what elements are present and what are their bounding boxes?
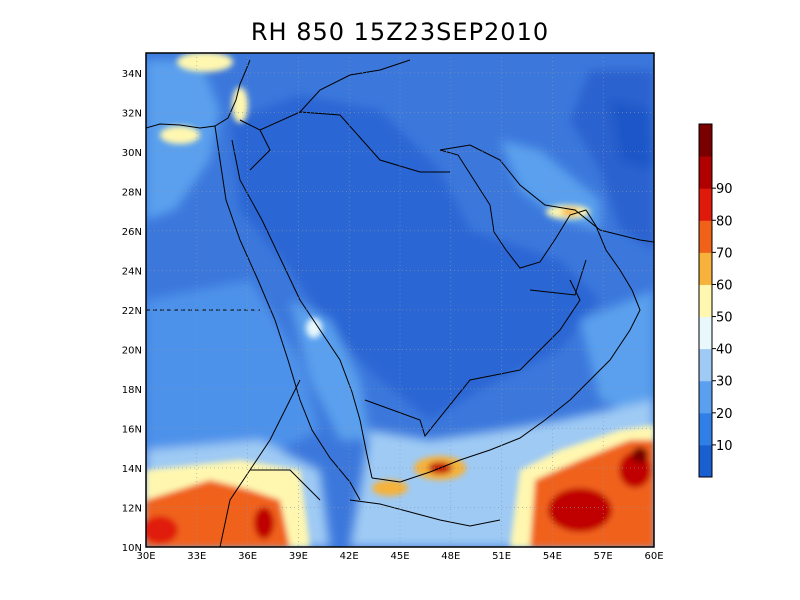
colorbar-swatch bbox=[699, 156, 712, 189]
border-saudi-north bbox=[259, 111, 450, 173]
dry-interior-region bbox=[230, 95, 600, 420]
colorbar-label: 90 bbox=[716, 182, 733, 197]
colorbar-label: 70 bbox=[716, 246, 733, 261]
rh-field bbox=[146, 53, 654, 547]
lat-tick-label: 32N bbox=[122, 108, 142, 119]
map-title: RH 850 15Z23SEP2010 bbox=[250, 18, 550, 46]
colorbar-swatch bbox=[699, 188, 712, 221]
high-rh-africa-core bbox=[254, 507, 274, 539]
lon-tick-label: 42E bbox=[340, 551, 359, 562]
coast-iran bbox=[439, 144, 654, 243]
coast-redsea-east bbox=[231, 139, 373, 479]
high-rh-arabian-sea-core-a bbox=[548, 488, 612, 532]
high-rh-aden bbox=[372, 480, 408, 496]
lon-tick-label: 33E bbox=[187, 551, 206, 562]
lon-tick-label: 60E bbox=[644, 551, 663, 562]
colorbar-swatch bbox=[699, 412, 712, 446]
coast-persian-gulf bbox=[439, 149, 587, 269]
coastlines bbox=[146, 59, 654, 547]
lat-tick-label: 18N bbox=[122, 385, 142, 396]
lon-tick-label: 51E bbox=[492, 551, 511, 562]
colorbar-frame bbox=[698, 123, 713, 478]
border-ethiopia bbox=[219, 469, 321, 547]
high-rh-nw-a bbox=[177, 53, 233, 72]
lon-tick-label: 57E bbox=[594, 551, 613, 562]
colorbar-label: 60 bbox=[716, 278, 733, 293]
colorbar-swatch bbox=[699, 124, 712, 157]
map-frame bbox=[145, 52, 655, 548]
lat-tick-label: 24N bbox=[122, 266, 142, 277]
lat-tick-label: 14N bbox=[122, 464, 142, 475]
high-rh-arabian-sea-core-c bbox=[632, 447, 648, 463]
lat-tick-label: 16N bbox=[122, 424, 142, 435]
lon-tick-label: 45E bbox=[390, 551, 409, 562]
lat-tick-label: 10N bbox=[122, 543, 142, 554]
lon-tick-label: 54E bbox=[543, 551, 562, 562]
colorbar-swatch bbox=[699, 316, 712, 350]
lon-tick-label: 36E bbox=[238, 551, 257, 562]
colorbar-label: 50 bbox=[716, 311, 733, 326]
colorbar-swatch bbox=[699, 348, 712, 382]
border-jordan bbox=[239, 119, 271, 171]
high-rh-nw-c bbox=[160, 126, 200, 144]
lat-tick-label: 12N bbox=[122, 503, 142, 514]
lat-tick-label: 34N bbox=[122, 69, 142, 80]
colorbar-label: 30 bbox=[716, 375, 733, 390]
colorbar-swatch bbox=[699, 252, 712, 285]
high-rh-redsea bbox=[306, 318, 322, 338]
colorbar-label: 10 bbox=[716, 439, 733, 454]
lat-axis: 10N 12N 14N 16N 18N 20N 22N 24N 26N 28N 30N 32N 34N bbox=[122, 69, 142, 554]
colorbar-label: 20 bbox=[716, 407, 733, 422]
dry-ne-patch bbox=[610, 100, 654, 170]
border-iraq bbox=[299, 59, 411, 113]
high-rh-sw-core bbox=[146, 516, 178, 544]
lat-tick-label: 20N bbox=[122, 345, 142, 356]
colorbar-label: 80 bbox=[716, 214, 733, 229]
border-uae bbox=[529, 259, 587, 296]
lon-tick-label: 30E bbox=[136, 551, 155, 562]
border-oman-saudi bbox=[519, 279, 581, 371]
coast-somalia bbox=[349, 499, 501, 527]
lat-tick-label: 26N bbox=[122, 227, 142, 238]
lat-tick-label: 28N bbox=[122, 187, 142, 198]
colorbar-swatch bbox=[699, 220, 712, 253]
lon-tick-label: 39E bbox=[289, 551, 308, 562]
colorbar-swatch bbox=[699, 380, 712, 414]
graticule bbox=[146, 53, 654, 547]
high-rh-nw-b bbox=[232, 87, 248, 123]
high-rh-africa-orange bbox=[146, 480, 290, 547]
colorbar: 10 20 30 40 50 60 70 80 90 bbox=[698, 123, 733, 478]
moist-band-oman bbox=[580, 290, 654, 420]
colorbar-label: 40 bbox=[716, 343, 733, 358]
coast-mediterranean bbox=[146, 59, 251, 129]
colorbar-swatch bbox=[699, 284, 712, 318]
lat-tick-label: 22N bbox=[122, 306, 142, 317]
colorbar-swatch bbox=[699, 444, 712, 478]
coast-oman bbox=[569, 209, 641, 401]
lon-tick-label: 48E bbox=[441, 551, 460, 562]
coast-redsea-west bbox=[214, 125, 361, 501]
lat-tick-label: 30N bbox=[122, 148, 142, 159]
border-africa-interior bbox=[249, 379, 301, 471]
lon-axis: 30E 33E 36E 39E 42E 45E 48E 51E 54E 57E 60E bbox=[136, 551, 663, 562]
coast-gulf-of-aden-north bbox=[371, 399, 571, 483]
border-saudi-yemen bbox=[364, 369, 521, 438]
